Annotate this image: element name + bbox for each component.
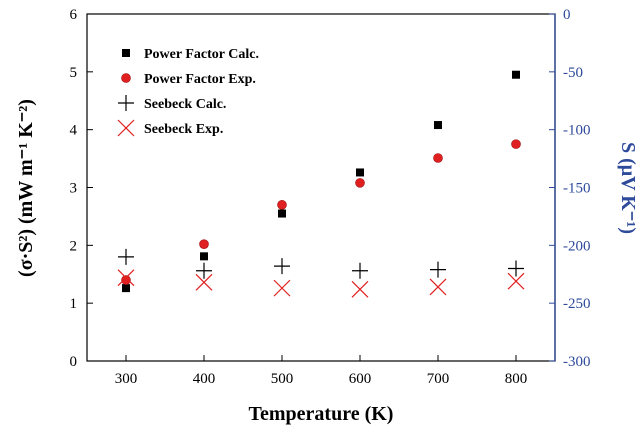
y-right-tick-label-0: 0 <box>563 7 571 23</box>
point-circle-700 <box>433 153 443 163</box>
x-axis-title: Temperature (K) <box>249 403 394 425</box>
point-circle-300 <box>121 275 131 285</box>
y-right-tick-label--250: -250 <box>563 296 591 312</box>
point-circle-400 <box>199 239 209 249</box>
y-left-tick-label-0: 0 <box>70 354 78 370</box>
point-square-300 <box>122 284 130 293</box>
x-tick-label-400: 400 <box>193 371 216 387</box>
x-tick-label-300: 300 <box>115 371 138 387</box>
y-left-axis-ticks: 0 1 2 3 4 5 6 <box>70 7 93 370</box>
point-square-600 <box>356 168 364 177</box>
legend: Power Factor Calc. Power Factor Exp. Seebe… <box>117 47 259 137</box>
y-left-tick-label-5: 5 <box>70 65 78 81</box>
y-right-axis-title: S (μV K⁻¹) <box>617 142 638 234</box>
y-left-axis-title: (σ·S²) (mW m⁻¹ K⁻²) <box>15 99 37 277</box>
point-square-500 <box>278 209 286 218</box>
point-square-700 <box>434 121 442 130</box>
y-right-tick-label--300: -300 <box>563 354 591 370</box>
point-plus-700 <box>430 261 446 278</box>
x-tick-label-500: 500 <box>271 371 294 387</box>
point-circle-600 <box>355 178 365 188</box>
legend-marker-circle <box>121 73 131 83</box>
point-plus-300 <box>118 248 134 265</box>
y-left-tick-label-3: 3 <box>70 181 78 197</box>
y-right-tick-label--150: -150 <box>563 181 591 197</box>
point-x-300 <box>117 269 135 287</box>
legend-marker-plus <box>118 95 134 111</box>
plot-frame <box>86 13 556 362</box>
y-left-tick-label-4: 4 <box>70 123 78 139</box>
legend-label-3: Seebeck Exp. <box>144 122 223 137</box>
point-plus-400 <box>196 262 212 279</box>
legend-label-0: Power Factor Calc. <box>144 47 259 62</box>
point-square-400 <box>200 252 208 261</box>
y-right-axis-ticks: 0 -50 -100 -150 -200 -250 -300 <box>549 7 591 370</box>
point-x-400 <box>195 273 213 291</box>
data-marks <box>117 70 525 298</box>
point-plus-500 <box>274 258 290 275</box>
point-circle-800 <box>511 139 521 149</box>
legend-label-1: Power Factor Exp. <box>144 72 256 87</box>
y-left-tick-label-6: 6 <box>70 7 78 23</box>
point-x-600 <box>351 280 369 298</box>
y-right-tick-label--50: -50 <box>563 65 583 81</box>
point-x-800 <box>507 272 525 290</box>
y-right-tick-label--100: -100 <box>563 123 591 139</box>
point-square-800 <box>512 70 520 79</box>
point-plus-600 <box>352 262 368 279</box>
x-axis-ticks: 300 400 500 600 700 800 <box>115 355 528 387</box>
legend-label-2: Seebeck Calc. <box>144 97 226 112</box>
x-tick-label-700: 700 <box>427 371 450 387</box>
x-tick-label-800: 800 <box>505 371 528 387</box>
y-left-tick-label-1: 1 <box>70 296 78 312</box>
point-x-700 <box>429 278 447 296</box>
point-circle-500 <box>277 200 287 210</box>
point-plus-800 <box>508 260 524 277</box>
legend-marker-square <box>122 49 130 57</box>
point-x-500 <box>273 279 291 297</box>
y-right-tick-label--200: -200 <box>563 238 591 254</box>
y-left-tick-label-2: 2 <box>70 238 78 254</box>
x-tick-label-600: 600 <box>349 371 372 387</box>
legend-marker-x <box>117 119 135 137</box>
